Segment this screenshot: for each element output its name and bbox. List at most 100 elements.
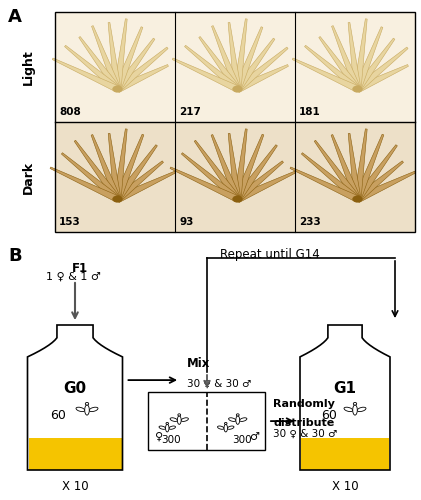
- Text: F1: F1: [72, 262, 88, 275]
- Polygon shape: [234, 38, 275, 91]
- Polygon shape: [181, 152, 240, 202]
- Bar: [301, 438, 389, 470]
- Text: Randomly: Randomly: [273, 399, 335, 409]
- Bar: [295, 12, 415, 122]
- Polygon shape: [50, 167, 119, 202]
- Polygon shape: [116, 64, 168, 92]
- Text: 808: 808: [59, 107, 81, 117]
- Ellipse shape: [177, 416, 181, 424]
- Ellipse shape: [232, 86, 242, 92]
- Text: 30 ♀ & 30 ♂: 30 ♀ & 30 ♂: [187, 379, 251, 389]
- Ellipse shape: [232, 196, 242, 202]
- Polygon shape: [356, 64, 408, 92]
- Polygon shape: [234, 144, 277, 201]
- Ellipse shape: [229, 418, 236, 422]
- Polygon shape: [301, 152, 360, 202]
- Ellipse shape: [89, 407, 98, 412]
- Text: G1: G1: [333, 381, 357, 396]
- Text: 30 ♀ & 30 ♂: 30 ♀ & 30 ♂: [273, 429, 337, 439]
- Ellipse shape: [76, 407, 85, 412]
- Text: X 10: X 10: [332, 480, 358, 493]
- Text: 1 ♀ & 1 ♂: 1 ♀ & 1 ♂: [45, 272, 101, 282]
- Ellipse shape: [353, 86, 362, 92]
- Polygon shape: [115, 47, 168, 92]
- Polygon shape: [114, 129, 127, 200]
- Polygon shape: [52, 58, 119, 92]
- Polygon shape: [114, 26, 143, 90]
- Text: Dark: Dark: [21, 160, 35, 194]
- Ellipse shape: [181, 418, 188, 422]
- Text: 153: 153: [59, 217, 81, 227]
- Polygon shape: [108, 134, 121, 200]
- Ellipse shape: [159, 426, 165, 430]
- Text: 60: 60: [50, 409, 66, 422]
- Polygon shape: [199, 36, 240, 91]
- Polygon shape: [211, 134, 241, 200]
- Polygon shape: [116, 172, 176, 202]
- Text: Light: Light: [21, 49, 35, 85]
- Text: Repeat until G14: Repeat until G14: [220, 248, 320, 261]
- Polygon shape: [114, 19, 127, 90]
- Polygon shape: [170, 167, 239, 202]
- Text: 300: 300: [232, 435, 252, 445]
- Polygon shape: [290, 167, 359, 202]
- Polygon shape: [234, 129, 247, 200]
- Ellipse shape: [227, 426, 234, 430]
- Polygon shape: [211, 26, 241, 90]
- Text: 217: 217: [179, 107, 201, 117]
- Text: Mix: Mix: [187, 357, 210, 370]
- Ellipse shape: [240, 418, 247, 422]
- Bar: [175, 122, 295, 232]
- Polygon shape: [194, 140, 240, 201]
- Bar: [29, 438, 122, 470]
- Ellipse shape: [236, 416, 240, 424]
- Polygon shape: [234, 26, 263, 90]
- Polygon shape: [235, 47, 288, 92]
- Ellipse shape: [224, 422, 227, 424]
- Text: ♀: ♀: [155, 432, 163, 442]
- Polygon shape: [354, 19, 367, 90]
- Polygon shape: [319, 36, 360, 91]
- Ellipse shape: [165, 424, 169, 432]
- Text: 233: 233: [299, 217, 321, 227]
- Bar: [295, 122, 415, 232]
- Polygon shape: [235, 161, 283, 202]
- Text: 181: 181: [299, 107, 321, 117]
- Polygon shape: [115, 38, 155, 91]
- Polygon shape: [354, 38, 395, 91]
- Polygon shape: [236, 172, 296, 202]
- Polygon shape: [184, 46, 240, 92]
- Polygon shape: [300, 325, 390, 470]
- Ellipse shape: [170, 418, 177, 422]
- Bar: [301, 438, 389, 470]
- Text: X 10: X 10: [62, 480, 88, 493]
- Ellipse shape: [224, 424, 227, 432]
- Polygon shape: [348, 134, 361, 200]
- Bar: [55, 12, 415, 232]
- Polygon shape: [355, 47, 408, 92]
- Ellipse shape: [85, 402, 89, 405]
- Polygon shape: [304, 46, 360, 92]
- Text: 60: 60: [321, 409, 337, 422]
- Bar: [148, 392, 265, 450]
- Polygon shape: [234, 19, 247, 90]
- Text: 93: 93: [179, 217, 193, 227]
- Text: B: B: [8, 247, 21, 265]
- Polygon shape: [108, 22, 121, 90]
- Polygon shape: [236, 64, 288, 92]
- Polygon shape: [332, 26, 361, 90]
- Ellipse shape: [353, 405, 357, 415]
- Polygon shape: [114, 134, 144, 200]
- Ellipse shape: [85, 405, 89, 415]
- Polygon shape: [74, 140, 120, 201]
- Ellipse shape: [166, 422, 168, 424]
- Ellipse shape: [169, 426, 176, 430]
- Polygon shape: [91, 26, 121, 90]
- Polygon shape: [172, 58, 239, 92]
- Polygon shape: [331, 134, 361, 200]
- Text: A: A: [8, 8, 22, 26]
- Polygon shape: [64, 46, 120, 92]
- Polygon shape: [348, 22, 361, 90]
- Polygon shape: [355, 161, 403, 202]
- Polygon shape: [115, 144, 157, 201]
